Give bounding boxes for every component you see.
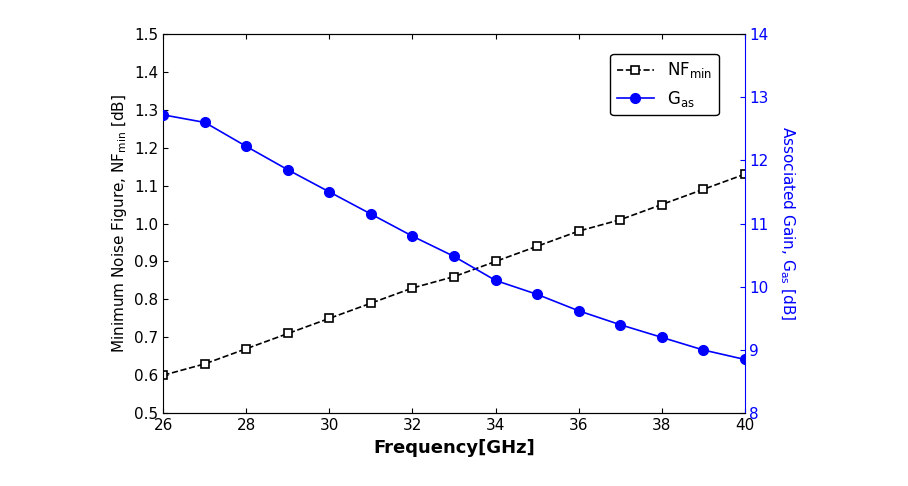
- G$_{\mathrm{as}}$: [573, 308, 584, 313]
- G$_{\mathrm{as}}$: [490, 278, 501, 283]
- NF$_{\mathrm{min}}$: [282, 330, 293, 336]
- G$_{\mathrm{as}}$: [200, 120, 211, 125]
- NF$_{\mathrm{min}}$: [573, 228, 584, 234]
- G$_{\mathrm{as}}$: [407, 233, 418, 239]
- Y-axis label: Minimum Noise Figure, NF$_{\mathrm{min}}$ [dB]: Minimum Noise Figure, NF$_{\mathrm{min}}…: [110, 94, 129, 353]
- X-axis label: Frequency[GHz]: Frequency[GHz]: [373, 438, 535, 456]
- G$_{\mathrm{as}}$: [158, 112, 169, 118]
- G$_{\mathrm{as}}$: [656, 334, 667, 340]
- G$_{\mathrm{as}}$: [449, 254, 459, 260]
- NF$_{\mathrm{min}}$: [739, 172, 750, 177]
- G$_{\mathrm{as}}$: [697, 347, 708, 353]
- NF$_{\mathrm{min}}$: [656, 202, 667, 208]
- G$_{\mathrm{as}}$: [324, 189, 335, 195]
- G$_{\mathrm{as}}$: [282, 167, 293, 173]
- NF$_{\mathrm{min}}$: [200, 361, 211, 367]
- NF$_{\mathrm{min}}$: [158, 372, 169, 378]
- NF$_{\mathrm{min}}$: [407, 285, 418, 291]
- Line: NF$_{\mathrm{min}}$: NF$_{\mathrm{min}}$: [159, 170, 749, 380]
- Y-axis label: Associated Gain, G$_{\mathrm{as}}$ [dB]: Associated Gain, G$_{\mathrm{as}}$ [dB]: [778, 126, 796, 321]
- G$_{\mathrm{as}}$: [615, 322, 626, 328]
- NF$_{\mathrm{min}}$: [697, 187, 708, 192]
- G$_{\mathrm{as}}$: [531, 292, 542, 297]
- NF$_{\mathrm{min}}$: [324, 315, 335, 321]
- NF$_{\mathrm{min}}$: [366, 300, 377, 306]
- G$_{\mathrm{as}}$: [739, 357, 750, 363]
- NF$_{\mathrm{min}}$: [490, 259, 501, 264]
- G$_{\mathrm{as}}$: [241, 143, 252, 149]
- NF$_{\mathrm{min}}$: [449, 274, 459, 279]
- NF$_{\mathrm{min}}$: [615, 217, 626, 223]
- NF$_{\mathrm{min}}$: [241, 346, 252, 351]
- Line: G$_{\mathrm{as}}$: G$_{\mathrm{as}}$: [159, 110, 749, 364]
- G$_{\mathrm{as}}$: [366, 211, 377, 217]
- NF$_{\mathrm{min}}$: [531, 243, 542, 249]
- Legend: NF$_{\mathrm{min}}$, G$_{\mathrm{as}}$: NF$_{\mathrm{min}}$, G$_{\mathrm{as}}$: [610, 54, 719, 115]
